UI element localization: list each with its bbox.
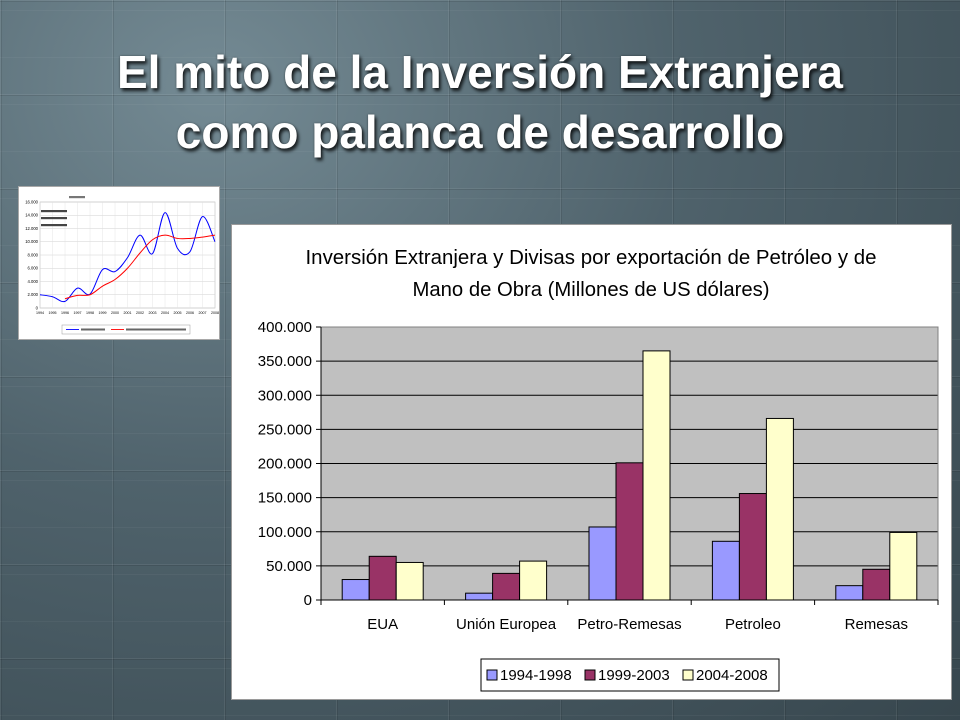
thumbnail-y-tick-label: 16.000	[25, 199, 38, 204]
thumbnail-gridlines	[39, 201, 216, 308]
y-tick-label: 250.000	[258, 421, 312, 438]
bar-union-europea-1994-1998	[465, 592, 494, 601]
thumbnail-x-tick-label: 2008	[211, 311, 219, 315]
thumbnail-x-tick-label: 2001	[124, 311, 132, 315]
bar-petro-remesas-1994-1998	[588, 526, 617, 601]
thumbnail-annotation-mark	[69, 196, 85, 199]
bar-remesas-1994-1998	[835, 585, 864, 601]
legend-label-1999-2003: 1999-2003	[598, 667, 670, 684]
thumbnail-y-tick-label: 10.000	[25, 239, 38, 244]
legend-swatch-1999-2003	[584, 669, 596, 681]
category-label-union-europea: Unión Europea	[456, 616, 557, 633]
x-axis-labels: EUA Unión Europea Petro-Remesas Petroleo Rem…	[367, 616, 908, 633]
legend: 1994-1998 1999-2003 2004-2008	[480, 658, 780, 692]
thumbnail-legend	[61, 324, 191, 335]
y-tick-label: 150.000	[258, 490, 312, 507]
bar-eua-1994-1998	[341, 579, 370, 601]
bar-eua-1999-2003	[368, 555, 397, 601]
thumbnail-legend-label-mark	[126, 328, 186, 331]
thumbnail-legend-label-mark	[81, 328, 105, 331]
thumbnail-x-axis-labels: 1994 1995 1996 1997 1998 1999 2000 2001 2002 2003…	[36, 311, 219, 315]
slide-title-line-2: como palanca de desarrollo	[175, 106, 785, 158]
thumbnail-x-tick-label: 2003	[149, 311, 157, 315]
legend-swatch-2004-2008	[682, 669, 694, 681]
category-label-petroleo: Petroleo	[725, 616, 781, 633]
main-chart-svg: Inversión Extranjera y Divisas por expor…	[258, 247, 939, 692]
y-tick-label: 400.000	[258, 319, 312, 336]
category-label-petro-remesas: Petro-Remesas	[577, 616, 681, 633]
legend-label-2004-2008: 2004-2008	[696, 667, 768, 684]
thumbnail-x-tick-label: 2005	[174, 311, 182, 315]
thumbnail-series-1-line	[39, 212, 216, 303]
bar-petroleo-1994-1998	[711, 540, 740, 601]
thumbnail-annotation-mark	[41, 217, 67, 220]
thumbnail-x-tick-label: 2004	[161, 311, 169, 315]
thumbnail-y-axis-labels: 0 2.000 4.000 6.000 8.000 10.000 12.000 14.000 1…	[25, 199, 38, 310]
bars	[341, 350, 918, 601]
bar-remesas-1999-2003	[862, 568, 891, 601]
bar-union-europea-2004-2008	[519, 560, 548, 601]
y-tick-label: 0	[304, 592, 312, 609]
thumbnail-annotation-mark	[41, 210, 67, 213]
thumbnail-y-tick-label: 14.000	[25, 213, 38, 218]
thumbnail-x-tick-label: 2007	[199, 311, 207, 315]
legend-box	[480, 658, 780, 692]
bar-eua-2004-2008	[395, 561, 424, 601]
y-tick-label: 50.000	[266, 558, 312, 575]
thumbnail-series-lines	[39, 212, 216, 303]
slide-title-line-1: El mito de la Inversión Extranjera	[116, 46, 844, 98]
category-label-eua: EUA	[367, 616, 398, 633]
thumbnail-y-tick-label: 4.000	[28, 279, 39, 284]
bar-petroleo-2004-2008	[765, 417, 794, 601]
thumbnail-line-chart: 0 2.000 4.000 6.000 8.000 10.000 12.000 14.000 1…	[18, 186, 220, 340]
thumbnail-x-tick-label: 1995	[49, 311, 57, 315]
thumbnail-x-tick-label: 2000	[111, 311, 119, 315]
thumbnail-annotation-mark	[41, 224, 67, 227]
thumbnail-x-tick-label: 2006	[186, 311, 194, 315]
thumbnail-x-tick-label: 1998	[86, 311, 94, 315]
y-tick-label: 300.000	[258, 387, 312, 404]
main-bar-chart: Inversión Extranjera y Divisas por expor…	[231, 224, 952, 700]
bar-union-europea-1999-2003	[492, 572, 521, 601]
thumbnail-x-tick-label: 2002	[136, 311, 144, 315]
thumbnail-x-tick-label: 1999	[99, 311, 107, 315]
thumbnail-x-tick-label: 1997	[74, 311, 82, 315]
y-axis-labels: 0 50.000 100.000 150.000 200.000 250.000 300.0…	[258, 319, 312, 609]
thumbnail-annotation-block	[41, 196, 85, 227]
bar-remesas-2004-2008	[889, 531, 918, 601]
chart-title-line-2: Mano de Obra (Millones de US dólares)	[413, 279, 770, 301]
thumbnail-y-tick-label: 8.000	[28, 252, 39, 257]
bar-petro-remesas-2004-2008	[642, 350, 671, 601]
y-tick-label: 350.000	[258, 353, 312, 370]
thumbnail-chart-svg: 0 2.000 4.000 6.000 8.000 10.000 12.000 14.000 1…	[25, 196, 219, 335]
legend-label-1994-1998: 1994-1998	[500, 667, 572, 684]
thumbnail-y-tick-label: 12.000	[25, 226, 38, 231]
thumbnail-x-tick-label: 1994	[36, 311, 44, 315]
thumbnail-y-tick-label: 6.000	[28, 266, 39, 271]
thumbnail-x-tick-label: 1996	[61, 311, 69, 315]
thumbnail-y-tick-label: 2.000	[28, 292, 39, 297]
thumbnail-series-2-line	[64, 234, 216, 300]
axes	[316, 326, 939, 605]
category-label-remesas: Remesas	[845, 616, 908, 633]
y-tick-label: 200.000	[258, 456, 312, 473]
bar-petroleo-1999-2003	[738, 493, 767, 601]
y-tick-label: 100.000	[258, 524, 312, 541]
legend-swatch-1994-1998	[486, 669, 498, 681]
bar-petro-remesas-1999-2003	[615, 462, 644, 601]
chart-title-line-1: Inversión Extranjera y Divisas por expor…	[306, 247, 877, 269]
thumbnail-y-tick-label: 0	[36, 305, 39, 310]
